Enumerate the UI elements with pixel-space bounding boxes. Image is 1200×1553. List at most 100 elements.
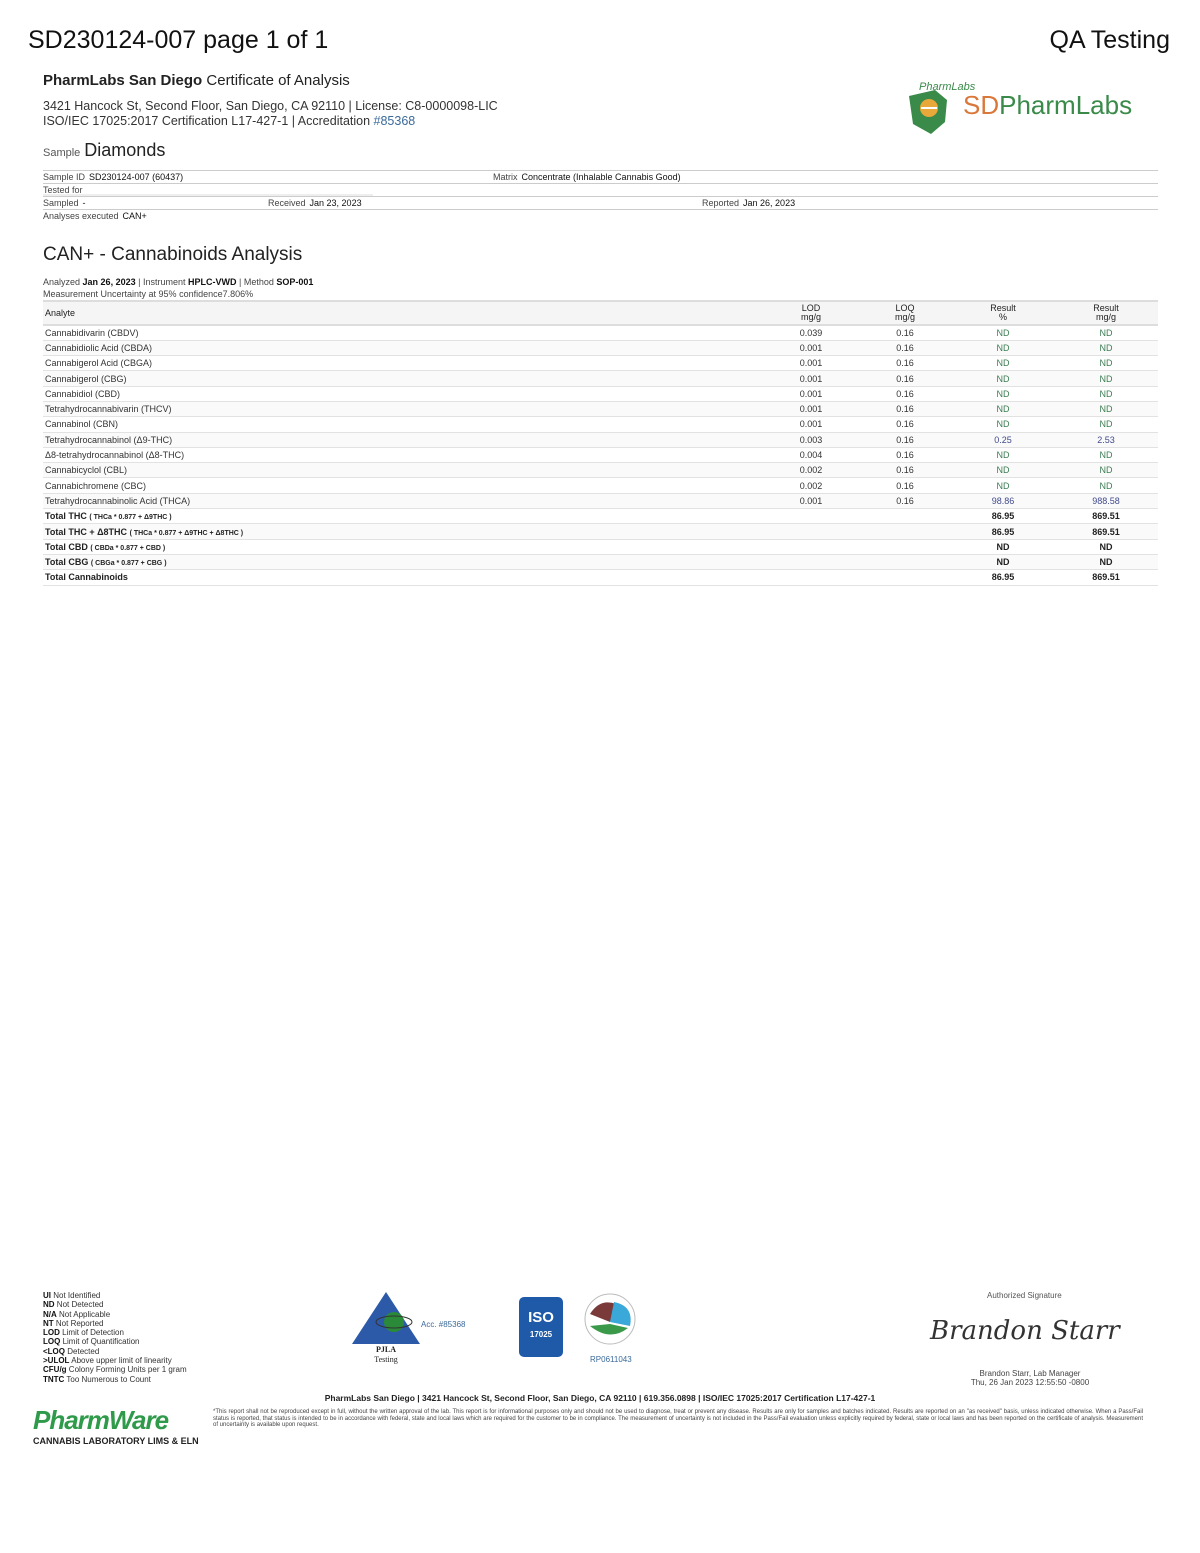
total-name: Total CBG [45, 557, 89, 568]
loq-value: 0.16 [858, 432, 952, 448]
result-mg-g: ND [1054, 370, 1158, 387]
result-mg-g: ND [1054, 340, 1158, 357]
dates-row: Sampled - Received Jan 23, 2023 Reported Ja… [43, 196, 1158, 209]
legend-desc: Too Numerous to Count [66, 1374, 151, 1384]
sample-id: SD230124-007 (60437) [89, 172, 184, 182]
loq-value: 0.16 [858, 370, 952, 387]
svg-text:PharmLabs: PharmLabs [919, 81, 976, 93]
instrument-value: HPLC-VWD [187, 277, 237, 287]
empty-cell [858, 523, 952, 540]
result-label: Result [990, 303, 1016, 313]
col-analyte: Analyte [43, 300, 764, 326]
result-percent: ND [952, 355, 1054, 372]
total-percent: ND [952, 554, 1054, 571]
total-row: Total CBD ( CBDa * 0.877 + CBD ) ND ND [43, 539, 1158, 555]
analyses-label: Analyses executed [43, 211, 119, 221]
result-percent: ND [952, 340, 1054, 357]
total-label: Total THC + Δ8THC ( THCa * 0.877 + Δ9THC… [43, 523, 764, 540]
legend-abbr: LOQ [43, 1337, 61, 1347]
lab-address: 3421 Hancock St, Second Floor, San Diego… [43, 99, 498, 129]
seal-id: RP0611043 [590, 1355, 632, 1364]
empty-cell [764, 569, 858, 586]
analyte-name: Cannabidiolic Acid (CBDA) [43, 340, 764, 357]
analyte-name: Cannabichromene (CBC) [43, 477, 764, 494]
total-mg-g: 869.51 [1054, 508, 1158, 525]
table-row: Cannabidiol (CBD) 0.001 0.16 ND ND [43, 386, 1158, 402]
result-mg-g: ND [1054, 447, 1158, 464]
loq-value: 0.16 [858, 477, 952, 494]
tested-for-label: Tested for [43, 185, 83, 195]
result-mg-g: ND [1054, 462, 1158, 479]
legend-abbr: N/A [43, 1309, 57, 1319]
legend-abbr: UI [43, 1291, 51, 1300]
result-percent: ND [952, 477, 1054, 494]
loq-value: 0.16 [858, 325, 952, 341]
result-mg-g: ND [1054, 386, 1158, 402]
total-percent: 86.95 [952, 523, 1054, 540]
client-name: QA Testing [1049, 26, 1170, 54]
result-mg-g: ND [1054, 477, 1158, 494]
signer: Brandon Starr, Lab Manager Thu, 26 Jan 20… [940, 1369, 1120, 1387]
analyte-name: Cannabidivarin (CBDV) [43, 325, 764, 341]
table-row: Cannabicyclol (CBL) 0.002 0.16 ND ND [43, 462, 1158, 479]
total-name: Total CBD [45, 541, 88, 552]
legend-abbr: ND [43, 1300, 55, 1310]
table-header: Analyte LOD mg/g LOQ mg/g Result% Result mg… [43, 300, 1158, 326]
lod-value: 0.002 [764, 477, 858, 494]
pharmware-text: PharmWare [33, 1405, 169, 1435]
lod-value: 0.004 [764, 447, 858, 464]
pjla-sub: Testing [374, 1355, 398, 1364]
section-title: CAN+ - Cannabinoids Analysis [43, 244, 303, 265]
result-percent: ND [952, 370, 1054, 387]
result-mg-g: ND [1054, 355, 1158, 372]
legend-desc: Not Applicable [59, 1309, 111, 1319]
loq-value: 0.16 [858, 401, 952, 418]
total-percent: ND [952, 539, 1054, 555]
legend-abbr: CFU/g [43, 1365, 67, 1375]
total-label: Total CBD ( CBDa * 0.877 + CBD ) [43, 539, 764, 555]
legend-desc: Not Reported [55, 1318, 104, 1328]
loq-value: 0.16 [858, 447, 952, 464]
accreditation-seal-icon [584, 1293, 636, 1345]
result-percent: ND [952, 416, 1054, 433]
result-mg-g: ND [1054, 325, 1158, 341]
empty-cell [858, 569, 952, 586]
analyzed-value: Jan 26, 2023 [82, 277, 136, 287]
legend-desc: Limit of Quantification [62, 1337, 140, 1347]
result-percent: 98.86 [952, 493, 1054, 510]
cert-text: ISO/IEC 17025:2017 Certification L17-427… [43, 114, 374, 128]
legend-item: TNTC Too Numerous to Count [43, 1375, 187, 1384]
result-unit: mg/g [1095, 312, 1116, 322]
total-mg-g: 869.51 [1054, 523, 1158, 540]
loq-value: 0.16 [858, 493, 952, 510]
analyte-name: Tetrahydrocannabinol (Δ9-THC) [43, 432, 764, 448]
result-mg-g: 2.53 [1054, 432, 1158, 448]
legend-item: >ULOL Above upper limit of linearity [43, 1356, 187, 1365]
total-percent: 86.95 [952, 569, 1054, 586]
loq-value: 0.16 [858, 386, 952, 402]
legend-abbr: TNTC [43, 1374, 65, 1384]
loq-unit: mg/g [894, 312, 915, 322]
loq-value: 0.16 [858, 355, 952, 372]
total-row: Total Cannabinoids 86.95 869.51 [43, 569, 1158, 586]
result-percent: ND [952, 447, 1054, 464]
result-percent: ND [952, 386, 1054, 402]
analyses-value: CAN+ [122, 211, 147, 221]
redacted-bar [43, 194, 373, 197]
legend-item: <LOQ Detected [43, 1347, 187, 1356]
accreditation-link[interactable]: #85368 [373, 114, 416, 128]
table-row: Tetrahydrocannabinol (Δ9-THC) 0.003 0.16 0.… [43, 432, 1158, 448]
pjla-text: PJLA [376, 1345, 396, 1354]
signature-label: Authorized Signature [987, 1291, 1062, 1300]
total-row: Total CBG ( CBGa * 0.877 + CBG ) ND ND [43, 554, 1158, 571]
empty-cell [764, 554, 858, 571]
total-percent: 86.95 [952, 508, 1054, 525]
sample-name: Diamonds [84, 140, 166, 160]
table-row: Cannabigerol Acid (CBGA) 0.001 0.16 ND ND [43, 355, 1158, 372]
legend-desc: Colony Forming Units per 1 gram [68, 1365, 187, 1375]
signer-name: Brandon Starr, Lab Manager [979, 1369, 1081, 1378]
analyte-name: Cannabidiol (CBD) [43, 386, 764, 402]
analyte-name: Cannabicyclol (CBL) [43, 462, 764, 479]
results-table: Analyte LOD mg/g LOQ mg/g Result% Result mg… [43, 300, 1158, 586]
result-percent: 0.25 [952, 432, 1054, 448]
